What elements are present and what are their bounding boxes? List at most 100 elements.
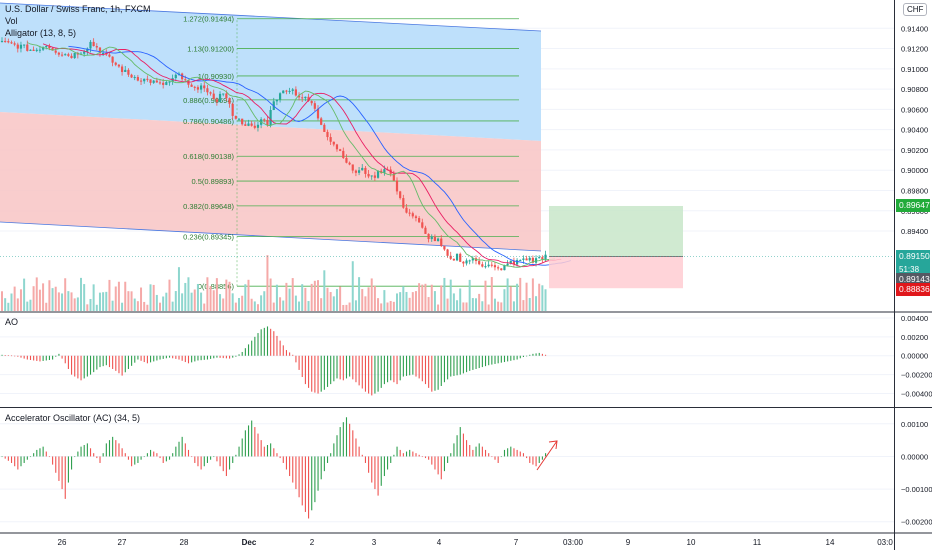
volume-bar [146, 304, 149, 311]
candle-body [32, 49, 35, 51]
volume-bar [339, 286, 342, 311]
oscillator-bar [137, 355, 139, 360]
candle-body [323, 124, 326, 132]
oscillator-bar [295, 355, 297, 363]
oscillator-bar [510, 446, 512, 457]
candle-body [184, 79, 187, 81]
y-tick-label: 0.91400 [901, 24, 928, 33]
candle-body [143, 78, 146, 82]
oscillator-bar [380, 456, 382, 486]
candle-body [481, 264, 484, 267]
symbol-title[interactable]: U.S. Dollar / Swiss Franc, 1h, FXCM [5, 4, 151, 14]
oscillator-bar [83, 445, 85, 457]
oscillator-bar [333, 355, 335, 382]
volume-bar [525, 282, 528, 311]
candle-body [544, 254, 547, 260]
oscillator-bar [187, 355, 190, 364]
oscillator-bar [191, 456, 193, 458]
candle-body [395, 180, 399, 192]
oscillator-bar [276, 335, 278, 356]
oscillator-bar [424, 456, 427, 459]
oscillator-bar [48, 355, 50, 360]
candle-body [231, 103, 234, 116]
currency-button[interactable]: CHF [903, 3, 928, 16]
oscillator-bar [314, 355, 316, 393]
volume-bar [67, 291, 70, 311]
oscillator-bar [175, 446, 177, 457]
y-tick-label: 0.89400 [901, 227, 928, 236]
oscillator-bar [219, 456, 221, 467]
candle-body [139, 80, 143, 82]
candle-body [206, 88, 209, 93]
oscillator-bar [159, 355, 161, 360]
candle-body [215, 99, 218, 102]
y-tick-label: 0.90000 [901, 166, 928, 175]
oscillator-bar [421, 456, 423, 458]
oscillator-bar [10, 355, 13, 357]
oscillator-bar [241, 438, 243, 457]
oscillator-bar [513, 448, 515, 457]
oscillator-bar [229, 456, 231, 470]
candle-body [339, 149, 342, 151]
oscillator-bar [393, 355, 395, 383]
oscillator-bar [64, 456, 66, 499]
oscillator-bar [330, 453, 332, 457]
oscillator-bar [251, 340, 253, 356]
oscillator-bar [380, 355, 382, 388]
volume-bar [200, 292, 203, 311]
candle-body [408, 212, 411, 214]
volume-bar [133, 298, 136, 311]
volume-bar [92, 284, 95, 311]
volume-bar [383, 290, 386, 311]
volume-bar [73, 298, 76, 311]
oscillator-bar [257, 333, 259, 356]
volume-bar [446, 298, 449, 311]
oscillator-bar [450, 355, 452, 377]
oscillator-bar [545, 354, 547, 356]
oscillator-bar [266, 326, 269, 356]
volume-bar [247, 279, 250, 311]
oscillator-bar [478, 355, 480, 369]
candle-body [98, 47, 102, 54]
alligator-legend[interactable]: Alligator (13, 8, 5) [5, 28, 77, 38]
oscillator-bar [156, 355, 158, 361]
candle-body [196, 87, 200, 90]
volume-bar [427, 297, 430, 311]
oscillator-bar [355, 438, 357, 457]
stop-price-tag: 0.88836 [896, 283, 930, 296]
ac-legend[interactable]: Accelerator Oscillator (AC) (34, 5) [5, 413, 141, 423]
oscillator-bar [374, 456, 376, 490]
oscillator-bar [273, 331, 275, 356]
oscillator-bar [522, 453, 524, 457]
candle-body [234, 115, 237, 119]
volume-bar [522, 300, 525, 311]
oscillator-bar [178, 355, 180, 360]
oscillator-bar [304, 355, 306, 385]
oscillator-bar [399, 355, 401, 381]
oscillator-bar [526, 355, 528, 357]
volume-bar [380, 303, 383, 311]
oscillator-bar [488, 355, 490, 366]
candle-body [114, 62, 117, 65]
candle-body [402, 198, 405, 208]
oscillator-bar [462, 355, 464, 374]
oscillator-bar [36, 449, 38, 457]
alligator-teeth-line [42, 43, 562, 268]
ao-legend[interactable]: AO [5, 317, 19, 327]
volume-legend[interactable]: Vol [5, 16, 18, 26]
oscillator-bar [146, 355, 148, 364]
oscillator-bar [358, 446, 360, 457]
candle-body [392, 173, 395, 181]
oscillator-bar [535, 353, 537, 356]
candle-body [335, 144, 339, 150]
oscillator-bar [251, 420, 253, 457]
candle-body [427, 233, 430, 240]
oscillator-bar [418, 355, 420, 379]
candle-body [209, 92, 212, 94]
volume-bar [386, 302, 389, 311]
candle-body [301, 97, 304, 99]
oscillator-bar [206, 355, 208, 360]
oscillator-bar [434, 456, 436, 470]
